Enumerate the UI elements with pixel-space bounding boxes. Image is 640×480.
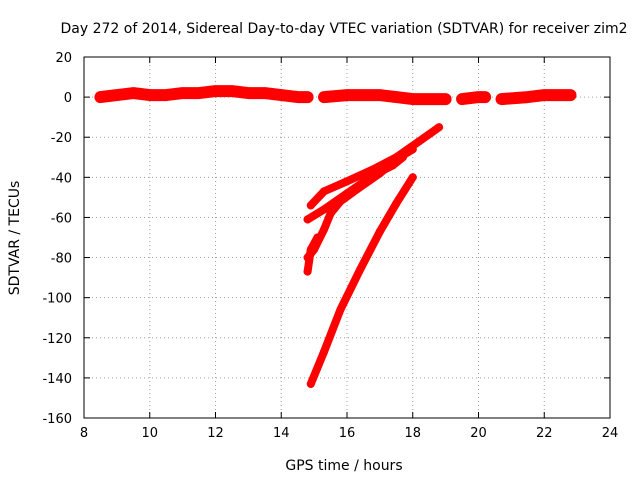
x-tick-label: 22 <box>536 426 553 441</box>
data-point <box>343 91 351 100</box>
data-point <box>96 93 105 102</box>
data-point <box>336 197 345 206</box>
y-tick-label: -140 <box>42 372 72 387</box>
data-point <box>392 155 401 164</box>
data-point <box>497 95 506 104</box>
data-point <box>408 95 417 104</box>
data-point <box>352 185 361 194</box>
grid-layer <box>84 57 610 418</box>
data-point <box>375 91 384 100</box>
data-point <box>129 89 138 98</box>
data-point <box>303 215 312 224</box>
data-point <box>375 169 384 178</box>
data-point <box>303 93 312 102</box>
y-tick-label: -80 <box>51 252 72 267</box>
y-tick-label: -100 <box>42 292 72 307</box>
data-point <box>359 91 368 100</box>
y-tick-label: 20 <box>55 51 72 66</box>
data-point <box>178 89 187 98</box>
data-point <box>319 93 328 102</box>
y-tick-label: -20 <box>51 131 72 146</box>
data-point <box>408 145 417 154</box>
x-tick-label: 20 <box>470 426 487 441</box>
data-point <box>319 347 328 356</box>
data-point <box>556 91 565 100</box>
data-point <box>162 91 171 100</box>
x-tick-label: 16 <box>339 426 356 441</box>
data-point <box>306 201 315 210</box>
data-point <box>408 173 417 182</box>
y-tick-label: -60 <box>51 211 72 226</box>
chart-title: Day 272 of 2014, Sidereal Day-to-day VTE… <box>61 21 628 37</box>
data-point <box>523 93 532 102</box>
series-arc-8 <box>303 233 322 276</box>
data-point <box>319 205 328 214</box>
data-point <box>112 91 121 100</box>
data-point <box>319 225 328 234</box>
x-tick-label: 10 <box>141 426 158 441</box>
y-axis-label: SDTVAR / TECUs <box>7 181 23 296</box>
y-tick-label: -40 <box>51 171 72 186</box>
data-point <box>227 87 236 96</box>
data-point <box>481 93 490 102</box>
y-tick-label: -160 <box>42 412 72 427</box>
data-point <box>343 177 351 186</box>
x-tick-label: 24 <box>602 426 619 441</box>
data-point <box>306 379 315 388</box>
data-point <box>566 91 575 100</box>
data-point <box>326 209 335 218</box>
data-point <box>313 233 322 242</box>
data-point <box>277 91 286 100</box>
x-axis-label: GPS time / hours <box>285 458 402 474</box>
y-tick-label: -120 <box>42 332 72 347</box>
data-point <box>356 265 365 274</box>
data-point <box>306 245 315 254</box>
data-point <box>392 199 401 208</box>
data-point <box>375 227 384 236</box>
data-point <box>211 87 220 96</box>
data-point <box>540 91 549 100</box>
data-point <box>293 93 302 102</box>
data-point <box>260 89 269 98</box>
data-point <box>392 93 401 102</box>
y-tick-label: 0 <box>64 91 72 106</box>
data-point <box>415 137 424 146</box>
data-point <box>195 89 204 98</box>
data-point <box>435 123 444 132</box>
data-point <box>145 91 154 100</box>
data-point <box>425 95 434 104</box>
data-point <box>336 305 345 314</box>
data-point <box>303 267 312 276</box>
x-tick-label: 14 <box>273 426 290 441</box>
x-tick-label: 8 <box>80 426 88 441</box>
data-point <box>474 93 483 102</box>
data-point <box>441 95 450 104</box>
x-tick-label: 12 <box>207 426 224 441</box>
data-point <box>458 95 467 104</box>
data-point <box>244 89 253 98</box>
data-point <box>319 187 328 196</box>
series-layer <box>94 85 577 388</box>
x-tick-label: 18 <box>404 426 421 441</box>
tick-layer: 8 10 12 14 16 18 20 22 24 -160 -140 -120 -100 -80 -60 -… <box>42 51 618 441</box>
